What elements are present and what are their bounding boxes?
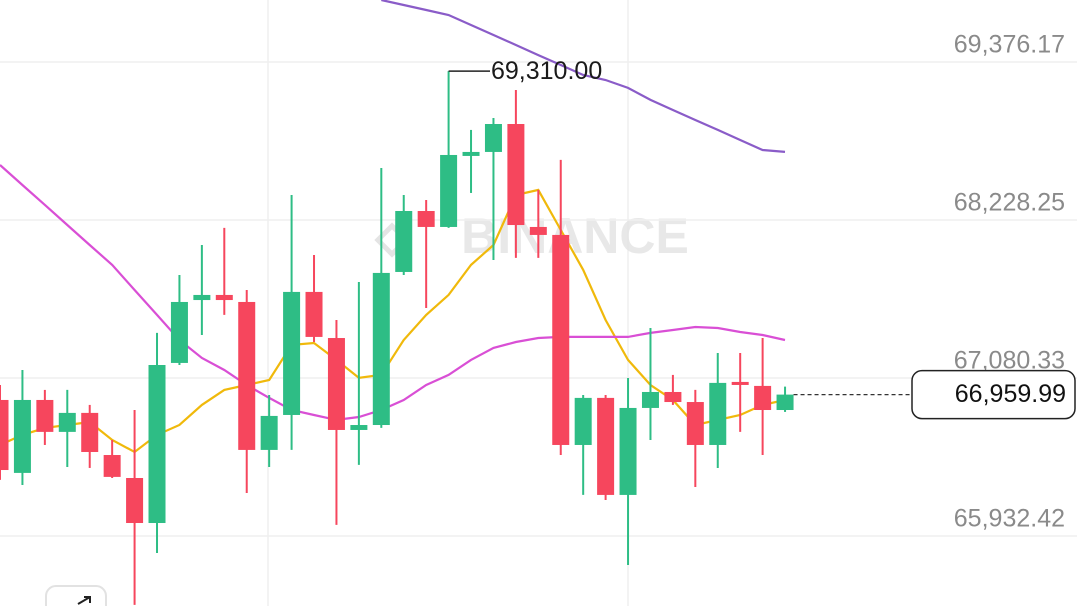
candle-body <box>350 425 368 430</box>
candle-body <box>754 385 772 411</box>
candle-body <box>529 226 547 235</box>
candle-body <box>686 402 704 445</box>
candle-body <box>170 301 188 363</box>
candle-body <box>372 272 390 426</box>
last-price-label: 66,959.99 <box>955 380 1066 408</box>
candle-body <box>327 338 345 430</box>
candle-body <box>260 415 278 450</box>
candle-body <box>664 391 682 403</box>
tool-button[interactable] <box>45 585 107 606</box>
candle-body <box>552 234 570 445</box>
last-price-box <box>911 369 1076 420</box>
candle-body <box>36 399 54 432</box>
y-tick-label: 68,228.25 <box>954 189 1065 217</box>
labels: 69,376.1768,228.2567,080.3365,932.4269,3… <box>448 31 1076 533</box>
candles <box>0 71 794 605</box>
candle-body <box>283 291 301 415</box>
candle-body <box>597 397 615 495</box>
tool-icon <box>77 596 91 605</box>
candle-body <box>641 391 659 408</box>
candle-body <box>731 381 749 385</box>
candle-body <box>484 124 502 152</box>
candle-body <box>193 294 211 301</box>
candle-body <box>103 455 121 477</box>
candle-body <box>126 478 144 524</box>
candle-body <box>238 301 256 450</box>
moving-average-line <box>0 164 786 422</box>
moving-average-line <box>0 188 786 454</box>
candle-body <box>619 407 637 495</box>
candle-body <box>574 397 592 445</box>
candle-body <box>440 154 458 227</box>
candle-body <box>507 124 525 226</box>
candle-body <box>0 399 9 471</box>
y-tick-label: 69,376.17 <box>954 31 1065 59</box>
candle-body <box>58 412 76 432</box>
candle-body <box>776 394 794 411</box>
candle-body <box>462 151 480 156</box>
candle-body <box>215 294 233 301</box>
candle-body <box>148 365 166 524</box>
candle-body <box>305 291 323 337</box>
moving-average-line <box>381 0 786 153</box>
candle-body <box>417 210 435 227</box>
y-tick-label: 65,932.42 <box>954 505 1065 533</box>
candle-body <box>709 382 727 445</box>
candle-body <box>13 399 31 473</box>
candle-body <box>395 210 413 272</box>
high-label: 69,310.00 <box>491 57 602 85</box>
overlays <box>0 0 786 454</box>
candle-body <box>81 412 99 452</box>
